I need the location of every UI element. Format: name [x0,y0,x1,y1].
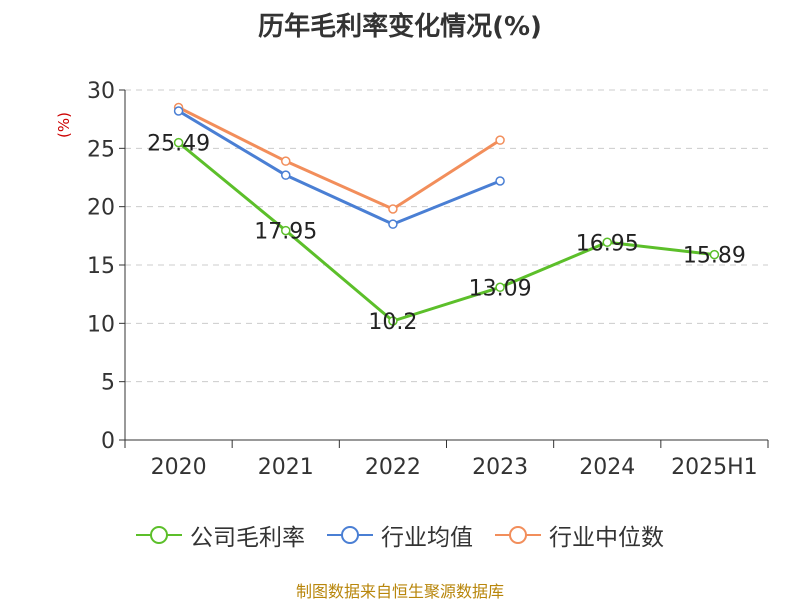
x-tick-label: 2022 [365,455,421,480]
legend-item-industry-median[interactable]: 行业中位数 [495,518,664,552]
data-point [388,204,398,214]
data-point [495,176,505,186]
y-tick-label: 10 [87,312,115,337]
legend-label: 公司毛利率 [190,525,305,551]
legend-marker-icon [327,526,373,544]
grid-lines [125,89,768,383]
y-tick-label: 25 [87,137,115,162]
y-tick-label: 30 [87,79,115,104]
data-label: 25.49 [147,132,210,157]
axes: 0 5 10 15 20 25 30 2020 2021 2022 2023 2024 2025H1 [87,79,769,480]
series-lines [173,102,720,326]
data-label: 17.95 [254,220,317,245]
data-label: 15.89 [683,244,746,269]
x-tick-label: 2023 [472,455,528,480]
data-labels: 25.49 17.95 10.2 13.09 16.95 15.89 [147,132,746,335]
legend-marker-icon [495,526,541,544]
data-point [709,249,720,260]
data-label: 13.09 [469,276,532,301]
x-tick-label: 2021 [258,455,314,480]
data-point [388,219,398,229]
source-note: 制图数据来自恒生聚源数据库 [295,582,504,601]
series-line [177,109,501,226]
data-point [602,237,612,247]
legend-label: 行业均值 [381,525,473,551]
y-tick-label: 0 [101,429,115,454]
legend-item-company-gross-margin[interactable]: 公司毛利率 [136,518,305,552]
x-tick-label: 2025H1 [671,455,758,480]
y-tick-label: 20 [87,196,115,221]
legend: 公司毛利率 行业均值 行业中位数 [0,518,800,552]
data-point [173,106,184,116]
legend-item-industry-mean[interactable]: 行业均值 [327,518,473,552]
data-point [173,137,184,148]
legend-label: 行业中位数 [549,525,664,551]
legend-marker-icon [136,526,182,544]
data-point [388,316,398,326]
chart-title: 历年毛利率变化情况(%) [258,12,542,42]
data-label: 10.2 [368,310,417,335]
data-point [281,170,291,180]
series-line [177,141,715,323]
y-tick-label: 15 [87,254,115,279]
x-tick-label: 2020 [151,455,207,480]
data-label: 16.95 [576,231,639,256]
data-point [495,135,505,145]
x-tick-label: 2024 [579,455,635,480]
data-point [281,156,291,166]
y-axis-unit-label: (%) [55,112,73,138]
data-point [495,282,505,293]
y-tick-label: 5 [101,371,115,396]
series-line [177,106,501,211]
data-point [281,225,291,236]
